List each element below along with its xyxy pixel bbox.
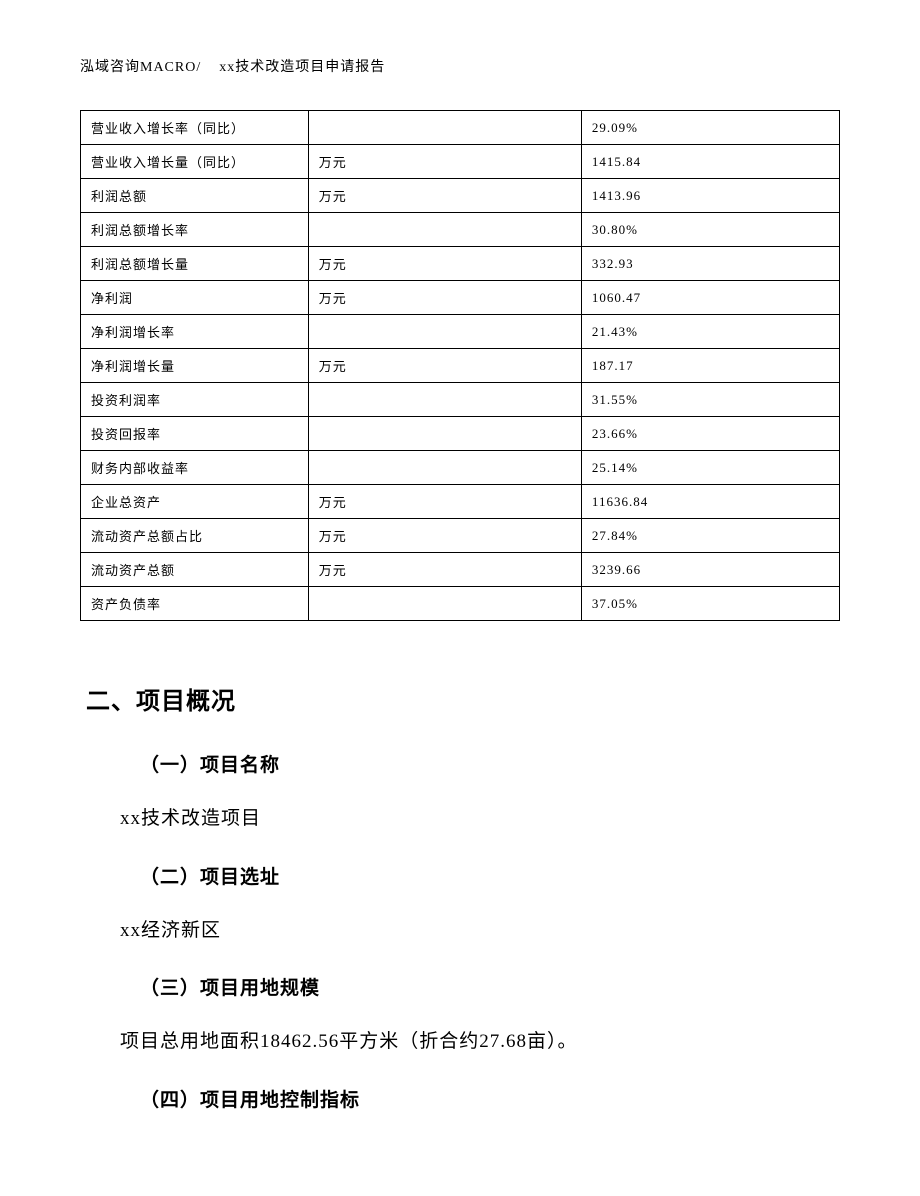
row-value: 25.14% bbox=[581, 451, 839, 485]
row-label: 企业总资产 bbox=[81, 485, 309, 519]
row-unit: 万元 bbox=[308, 281, 581, 315]
row-unit: 万元 bbox=[308, 553, 581, 587]
table-row: 净利润 万元 1060.47 bbox=[81, 281, 840, 315]
table-row: 投资回报率 23.66% bbox=[81, 417, 840, 451]
row-value: 27.84% bbox=[581, 519, 839, 553]
row-value: 21.43% bbox=[581, 315, 839, 349]
document-page: 泓域咨询MACRO/xx技术改造项目申请报告 营业收入增长率（同比） 29.09… bbox=[0, 0, 920, 1196]
row-value: 23.66% bbox=[581, 417, 839, 451]
subsection-body-1: xx技术改造项目 bbox=[120, 805, 840, 834]
table-row: 利润总额增长量 万元 332.93 bbox=[81, 247, 840, 281]
subsection-body-2: xx经济新区 bbox=[120, 917, 840, 946]
row-label: 营业收入增长量（同比） bbox=[81, 145, 309, 179]
row-value: 1413.96 bbox=[581, 179, 839, 213]
financial-indicators-table: 营业收入增长率（同比） 29.09% 营业收入增长量（同比） 万元 1415.8… bbox=[80, 110, 840, 621]
row-value: 1415.84 bbox=[581, 145, 839, 179]
table-row: 利润总额增长率 30.80% bbox=[81, 213, 840, 247]
table-row: 流动资产总额占比 万元 27.84% bbox=[81, 519, 840, 553]
row-unit: 万元 bbox=[308, 349, 581, 383]
row-label: 利润总额 bbox=[81, 179, 309, 213]
table-row: 净利润增长率 21.43% bbox=[81, 315, 840, 349]
row-value: 187.17 bbox=[581, 349, 839, 383]
row-unit bbox=[308, 111, 581, 145]
row-unit bbox=[308, 451, 581, 485]
section-title: 二、项目概况 bbox=[86, 681, 840, 716]
table-row: 营业收入增长率（同比） 29.09% bbox=[81, 111, 840, 145]
row-unit: 万元 bbox=[308, 247, 581, 281]
row-label: 资产负债率 bbox=[81, 587, 309, 621]
subsection-heading-2: （二）项目选址 bbox=[140, 862, 840, 889]
row-value: 3239.66 bbox=[581, 553, 839, 587]
row-value: 29.09% bbox=[581, 111, 839, 145]
row-value: 332.93 bbox=[581, 247, 839, 281]
row-label: 流动资产总额占比 bbox=[81, 519, 309, 553]
row-value: 31.55% bbox=[581, 383, 839, 417]
row-label: 流动资产总额 bbox=[81, 553, 309, 587]
header-left: 泓域咨询MACRO/ bbox=[80, 60, 201, 75]
table-body: 营业收入增长率（同比） 29.09% 营业收入增长量（同比） 万元 1415.8… bbox=[81, 111, 840, 621]
row-unit bbox=[308, 383, 581, 417]
row-label: 投资回报率 bbox=[81, 417, 309, 451]
row-unit bbox=[308, 417, 581, 451]
row-label: 利润总额增长量 bbox=[81, 247, 309, 281]
row-label: 利润总额增长率 bbox=[81, 213, 309, 247]
row-unit: 万元 bbox=[308, 145, 581, 179]
table-row: 利润总额 万元 1413.96 bbox=[81, 179, 840, 213]
row-label: 营业收入增长率（同比） bbox=[81, 111, 309, 145]
subsection-heading-4: （四）项目用地控制指标 bbox=[140, 1085, 840, 1112]
page-header: 泓域咨询MACRO/xx技术改造项目申请报告 bbox=[80, 56, 840, 76]
row-label: 财务内部收益率 bbox=[81, 451, 309, 485]
row-value: 37.05% bbox=[581, 587, 839, 621]
row-label: 投资利润率 bbox=[81, 383, 309, 417]
header-right: xx技术改造项目申请报告 bbox=[219, 60, 385, 75]
row-value: 1060.47 bbox=[581, 281, 839, 315]
table-row: 资产负债率 37.05% bbox=[81, 587, 840, 621]
row-label: 净利润 bbox=[81, 281, 309, 315]
table-row: 营业收入增长量（同比） 万元 1415.84 bbox=[81, 145, 840, 179]
row-unit: 万元 bbox=[308, 519, 581, 553]
row-unit bbox=[308, 315, 581, 349]
row-value: 11636.84 bbox=[581, 485, 839, 519]
table-row: 投资利润率 31.55% bbox=[81, 383, 840, 417]
row-unit: 万元 bbox=[308, 179, 581, 213]
subsection-heading-3: （三）项目用地规模 bbox=[140, 973, 840, 1000]
row-label: 净利润增长量 bbox=[81, 349, 309, 383]
table-row: 净利润增长量 万元 187.17 bbox=[81, 349, 840, 383]
table-row: 企业总资产 万元 11636.84 bbox=[81, 485, 840, 519]
table-row: 财务内部收益率 25.14% bbox=[81, 451, 840, 485]
row-value: 30.80% bbox=[581, 213, 839, 247]
row-label: 净利润增长率 bbox=[81, 315, 309, 349]
row-unit: 万元 bbox=[308, 485, 581, 519]
subsection-body-3: 项目总用地面积18462.56平方米（折合约27.68亩）。 bbox=[120, 1028, 840, 1057]
row-unit bbox=[308, 213, 581, 247]
row-unit bbox=[308, 587, 581, 621]
table-row: 流动资产总额 万元 3239.66 bbox=[81, 553, 840, 587]
subsection-heading-1: （一）项目名称 bbox=[140, 750, 840, 777]
